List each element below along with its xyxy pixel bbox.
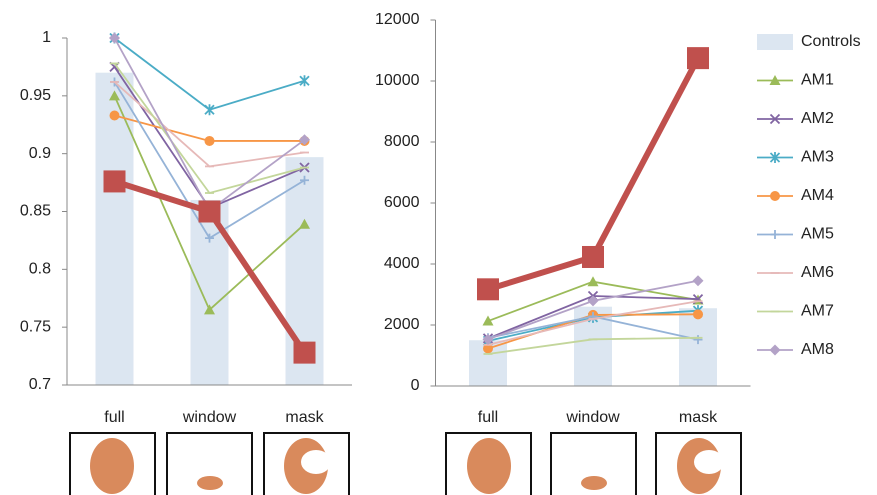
marker	[483, 343, 493, 354]
marker	[693, 309, 703, 320]
marker	[587, 276, 599, 287]
marker	[693, 335, 703, 345]
legend-marker	[769, 113, 781, 125]
marker	[299, 75, 310, 87]
y-tick-label: 6000	[384, 194, 420, 211]
face-window	[581, 476, 607, 490]
legend-label: AM5	[801, 226, 834, 243]
marker	[299, 134, 310, 146]
bar	[679, 308, 717, 386]
y-tick-label: 0.75	[20, 318, 51, 335]
series-line	[113, 37, 305, 111]
y-tick-label: 8000	[384, 133, 420, 150]
legend-label: AM8	[801, 341, 834, 358]
x-tick-label: mask	[679, 409, 718, 426]
y-tick-label: 4000	[384, 255, 420, 272]
y-tick-label: 10000	[375, 72, 420, 89]
series-line	[113, 37, 306, 212]
marker	[299, 218, 310, 229]
y-tick-label: 2000	[384, 316, 420, 333]
marker	[198, 200, 221, 223]
legend-label: Controls	[801, 33, 861, 50]
legend-marker	[769, 75, 781, 85]
marker	[204, 135, 215, 146]
face-window	[197, 476, 223, 490]
x-tick-label: window	[565, 409, 620, 426]
legend-marker	[769, 152, 781, 163]
x-tick-label: window	[182, 409, 237, 426]
marker	[482, 315, 494, 326]
legend-label: AM3	[801, 149, 834, 166]
legend-label: AM2	[801, 110, 834, 127]
legend-label: AM4	[801, 187, 834, 204]
y-tick-label: 0.85	[20, 203, 51, 220]
marker	[109, 32, 120, 44]
marker	[204, 104, 215, 116]
y-tick-label: 0.8	[29, 261, 51, 278]
y-tick-label: 12000	[375, 11, 420, 28]
marker	[477, 278, 499, 301]
y-tick-label: 0.95	[20, 87, 51, 104]
face-mask	[301, 450, 331, 474]
legend-marker	[770, 230, 780, 239]
marker	[587, 295, 599, 307]
marker	[205, 233, 214, 243]
marker	[293, 341, 316, 364]
marker	[482, 333, 494, 345]
x-tick-label: full	[478, 409, 498, 426]
marker	[204, 304, 215, 315]
x-tick-label: full	[104, 409, 124, 426]
y-tick-label: 0	[411, 377, 420, 394]
legend-label: AM6	[801, 264, 834, 281]
legend-label: AM7	[801, 303, 834, 320]
face-mask	[694, 450, 724, 474]
y-tick-label: 0.9	[29, 145, 51, 162]
legend-label: AM1	[801, 72, 834, 89]
x-tick-label: mask	[285, 409, 324, 426]
marker	[109, 110, 120, 121]
legend-marker	[769, 344, 781, 356]
marker	[109, 90, 120, 101]
legend-marker	[770, 191, 780, 201]
face-images	[69, 432, 742, 495]
face	[90, 438, 134, 494]
legend-swatch	[757, 34, 793, 50]
marker	[103, 170, 126, 193]
series-line	[113, 81, 305, 168]
y-tick-label: 0.7	[29, 376, 51, 393]
marker	[692, 275, 704, 287]
marker	[582, 245, 604, 268]
y-tick-label: 1	[42, 29, 51, 46]
face	[467, 438, 511, 494]
marker	[687, 47, 709, 70]
marker	[300, 175, 309, 185]
